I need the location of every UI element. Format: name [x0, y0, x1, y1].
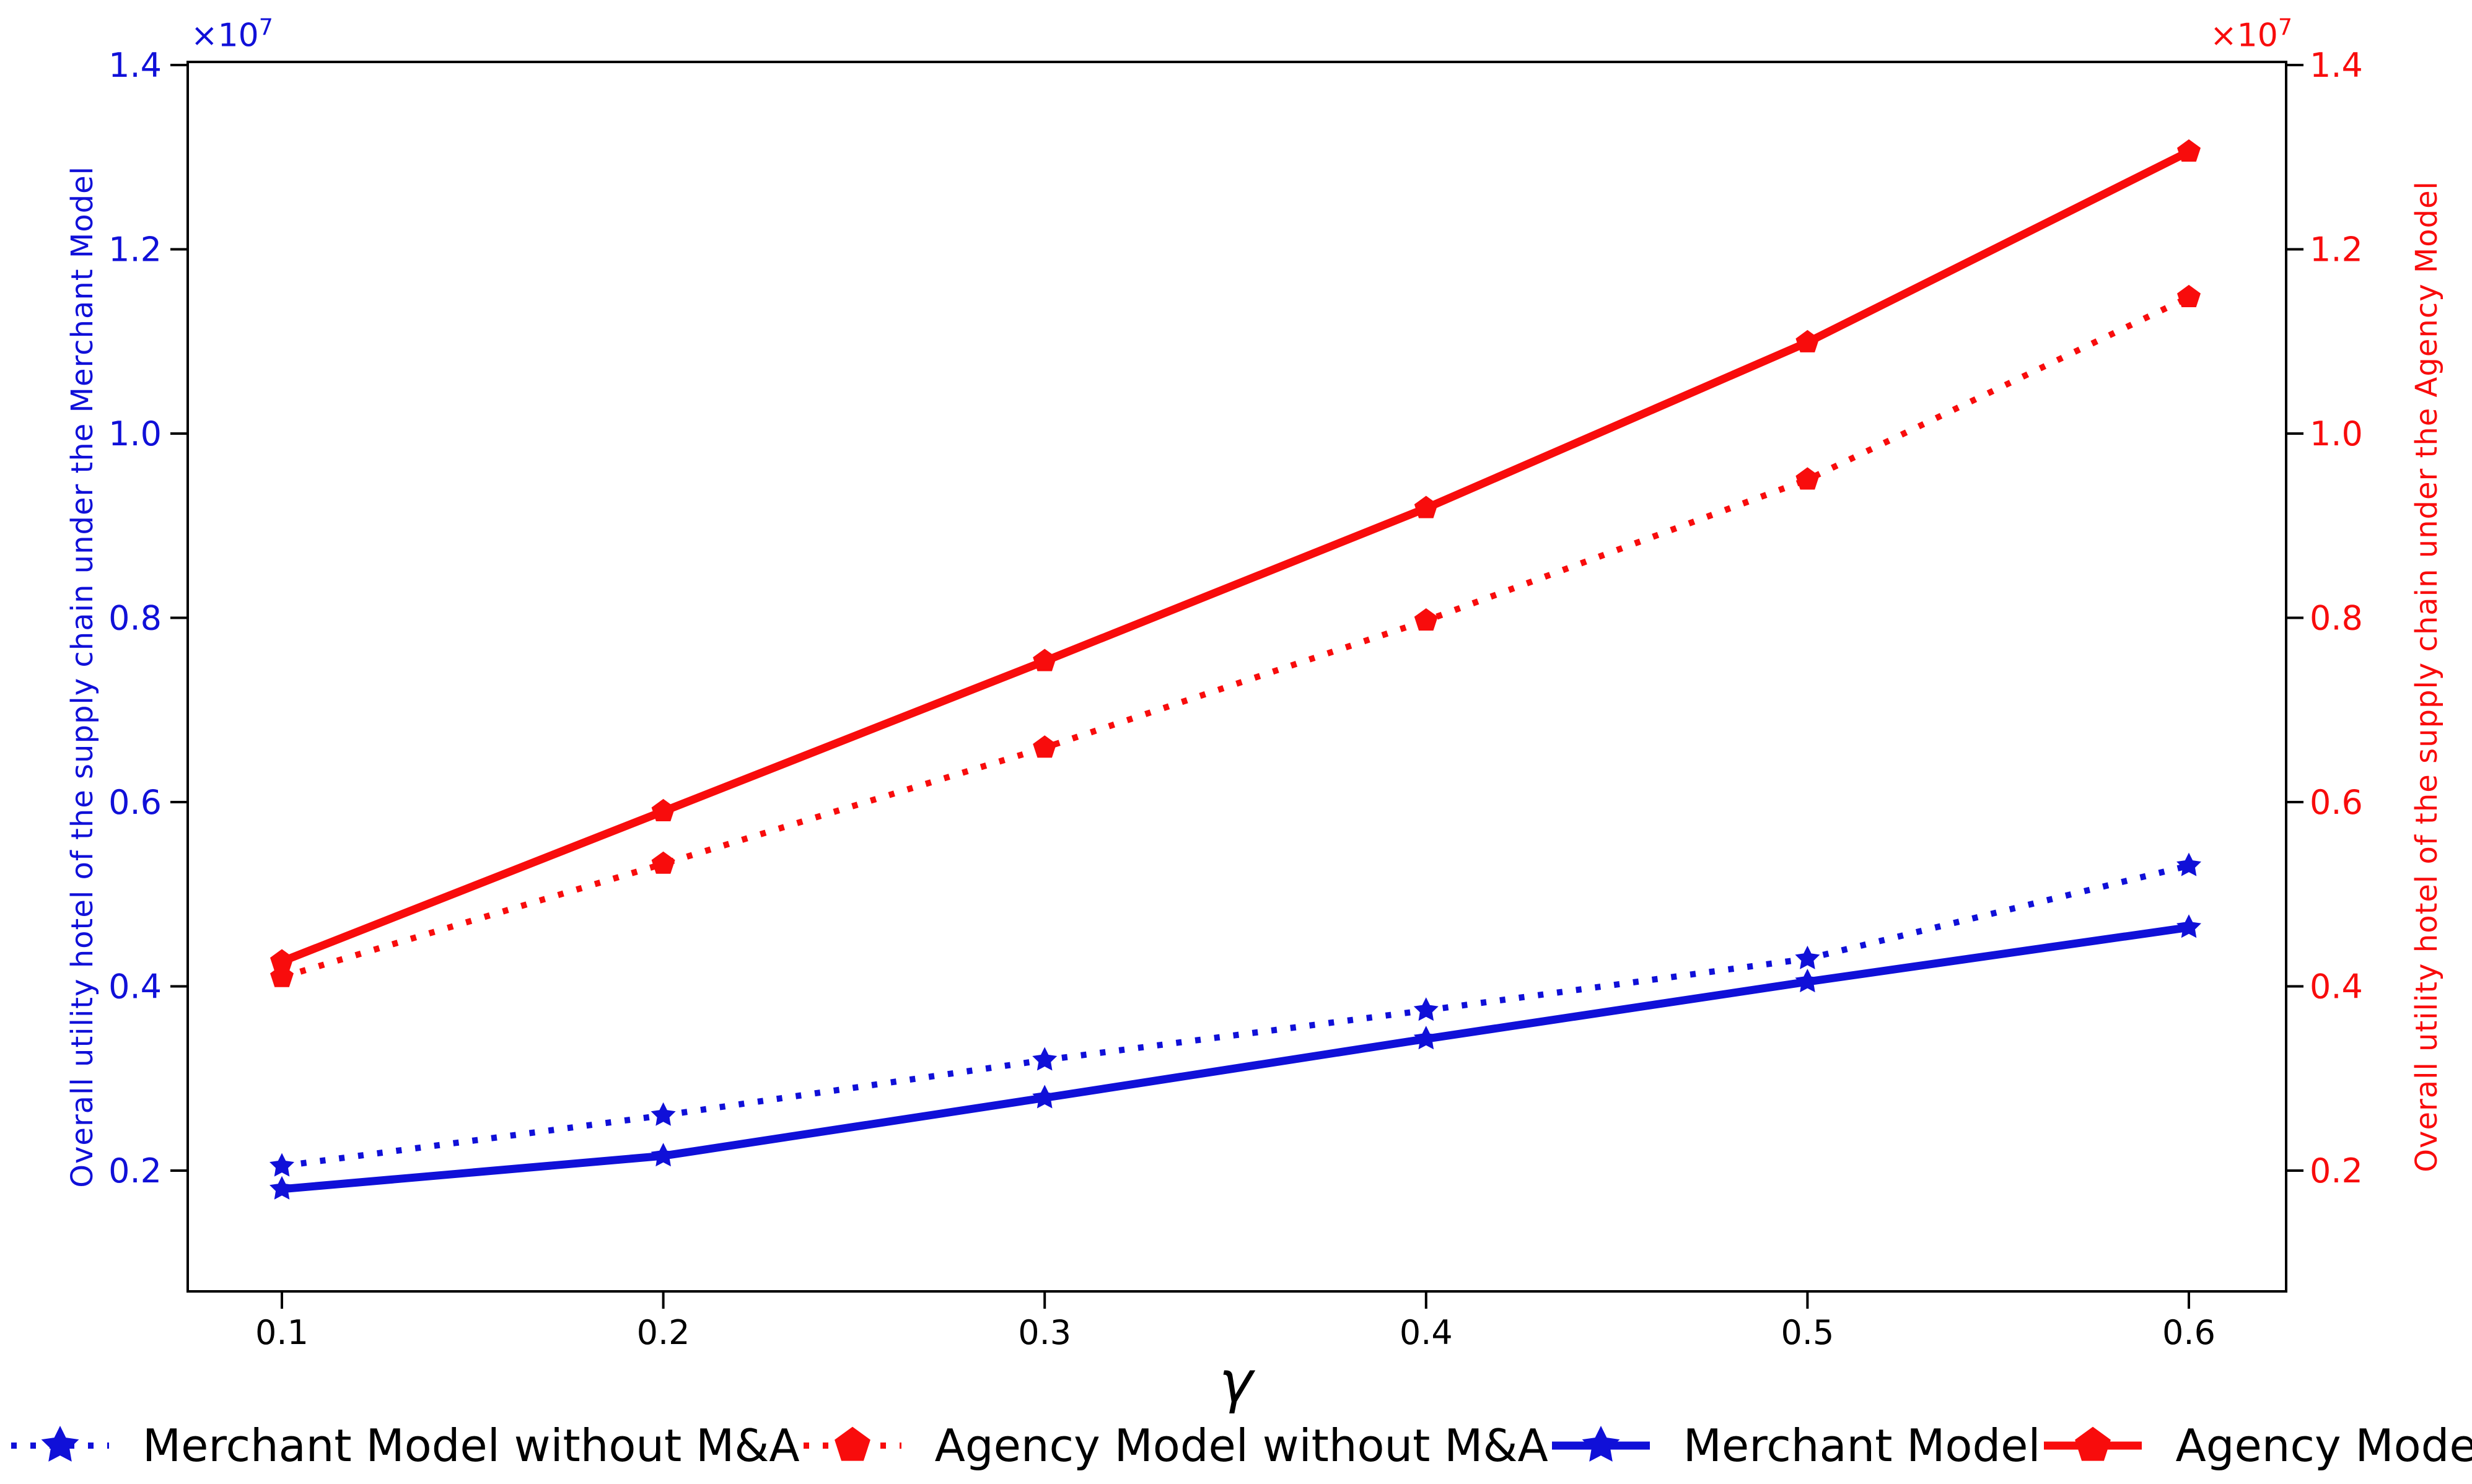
series-merchant-model — [270, 914, 2201, 1200]
star-icon — [1413, 997, 1439, 1021]
legend-line-sample — [803, 1426, 901, 1461]
pentagon-icon — [834, 1426, 870, 1461]
pentagon-icon — [1033, 648, 1057, 671]
pentagon-icon — [651, 851, 675, 874]
left-y-tick-label: 1.4 — [108, 46, 162, 85]
star-icon — [651, 1143, 676, 1167]
x-tick-label: 0.1 — [255, 1313, 309, 1352]
legend-label: Agency Model without M&A — [934, 1420, 1548, 1472]
pentagon-icon — [1414, 608, 1438, 631]
right-axis-scale-label: ×107 — [2210, 14, 2292, 55]
right-y-tick-label: 1.4 — [2310, 46, 2363, 85]
pentagon-icon — [1795, 330, 1820, 352]
star-icon — [1795, 945, 1820, 969]
x-axis-label: γ — [1219, 1349, 1253, 1415]
series-merchant-model-without-m-a — [270, 852, 2201, 1177]
legend-item-3: Agency Model — [2040, 1418, 2472, 1473]
series-line — [281, 294, 2191, 980]
legend-line-sample — [1551, 1426, 1650, 1462]
left-y-axis-label: Overall utility hotel of the supply chai… — [65, 165, 100, 1188]
pentagon-icon — [270, 949, 294, 972]
pentagon-icon — [1414, 495, 1438, 518]
pentagon-icon — [1033, 735, 1057, 758]
x-tick-label: 0.6 — [2162, 1313, 2216, 1352]
star-icon — [1032, 1085, 1058, 1109]
plot-border — [186, 61, 2287, 1293]
legend-item-0: Merchant Model without M&A — [7, 1418, 800, 1473]
star-icon — [651, 1102, 676, 1126]
left-y-tick-label: 1.0 — [108, 414, 162, 453]
pentagon-icon — [651, 798, 675, 821]
series-line — [281, 862, 2190, 1169]
left-axis-scale-label: ×107 — [191, 14, 273, 55]
star-icon — [2176, 914, 2201, 938]
left-y-tick-label: 0.4 — [108, 967, 162, 1006]
star-icon — [1413, 1026, 1439, 1050]
left-y-tick-label: 0.6 — [108, 783, 162, 822]
series-line — [281, 923, 2189, 1194]
right-y-tick-label: 0.6 — [2310, 783, 2363, 822]
legend-item-1: Agency Model without M&A — [800, 1418, 1548, 1473]
left-y-tick-label: 0.8 — [108, 599, 162, 638]
star-icon — [270, 1153, 294, 1177]
star-icon — [1032, 1047, 1058, 1071]
series-agency-model — [270, 139, 2201, 972]
legend-line-sample — [2044, 1426, 2142, 1461]
legend-label: Agency Model — [2175, 1420, 2472, 1472]
series-agency-model-without-m-a — [270, 284, 2201, 987]
x-tick-label: 0.4 — [1400, 1313, 1453, 1352]
pentagon-icon — [1795, 467, 1820, 490]
star-icon — [270, 1176, 294, 1200]
right-y-tick-label: 1.0 — [2310, 414, 2363, 453]
left-y-tick-label: 1.2 — [108, 230, 162, 269]
right-y-tick-label: 0.4 — [2310, 967, 2363, 1006]
x-tick-label: 0.2 — [637, 1313, 690, 1352]
pentagon-icon — [2177, 284, 2201, 307]
axis-ticks — [170, 64, 2303, 1309]
right-y-tick-label: 0.2 — [2310, 1151, 2363, 1190]
series-line — [280, 147, 2191, 966]
legend-label: Merchant Model without M&A — [142, 1420, 800, 1472]
x-tick-label: 0.5 — [1781, 1313, 1834, 1352]
legend-item-2: Merchant Model — [1548, 1418, 2041, 1473]
tick-labels: 0.2 0.2 0.4 0.4 0.6 0.6 0.8 0.8 1.0 1.0 1.2 1.2 1.4 1… — [108, 46, 2363, 1352]
right-y-axis-label: Overall utility hotel of the supply chai… — [2409, 181, 2444, 1172]
pentagon-icon — [2075, 1426, 2111, 1461]
legend-label: Merchant Model — [1683, 1420, 2041, 1472]
star-icon — [2176, 852, 2201, 876]
legend: Merchant Model without M&A Agency Model w… — [7, 1413, 2472, 1478]
star-icon — [41, 1426, 79, 1462]
star-icon — [1795, 969, 1820, 993]
x-tick-label: 0.3 — [1018, 1313, 1071, 1352]
left-y-tick-label: 0.2 — [108, 1151, 162, 1190]
right-y-tick-label: 0.8 — [2310, 599, 2363, 638]
right-y-tick-label: 1.2 — [2310, 230, 2363, 269]
legend-line-sample — [11, 1426, 109, 1462]
pentagon-icon — [2177, 139, 2201, 162]
star-icon — [1582, 1426, 1620, 1462]
